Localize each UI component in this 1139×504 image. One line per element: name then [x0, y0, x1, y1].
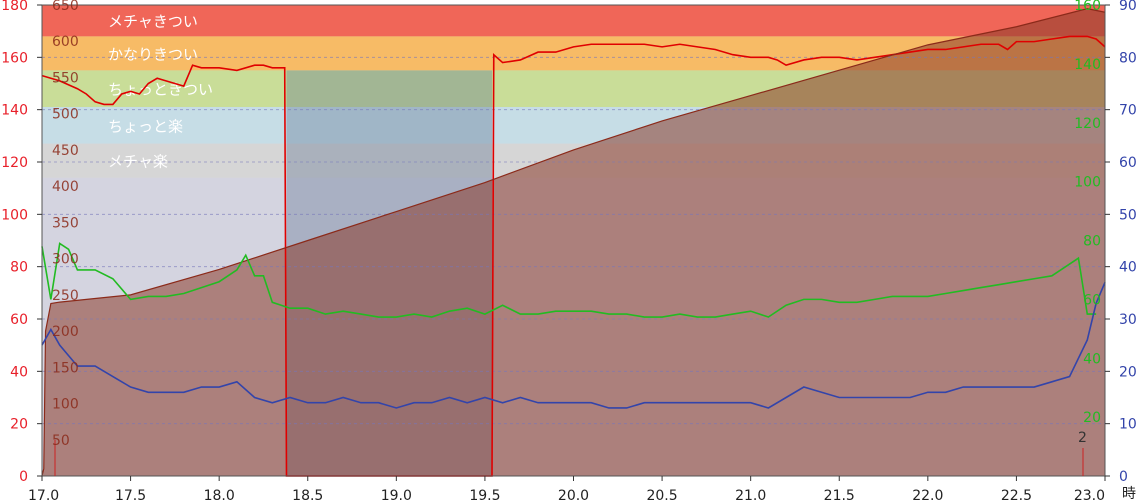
x-unit-label: 時 [1122, 486, 1136, 502]
left1-tick-label-6: 120 [1, 155, 28, 171]
right2-tick-label-0: 0 [1119, 469, 1128, 485]
x-tick-label-3: 18.5 [292, 488, 323, 504]
left1-tick-label-4: 80 [10, 260, 28, 276]
x-tick-label-10: 22.0 [912, 488, 943, 504]
left1-tick-label-0: 0 [19, 469, 28, 485]
left2-tick-label-3: 200 [52, 324, 79, 340]
series-line-3 [41, 282, 1106, 409]
left2-tick-label-4: 250 [52, 288, 79, 304]
right1-tick-label-0: 20 [1083, 410, 1101, 426]
left1-tick-label-8: 160 [1, 50, 28, 66]
right2-tick-label-9: 90 [1119, 0, 1137, 14]
left2-tick-label-6: 350 [52, 215, 79, 231]
left2-tick-label-0: 50 [52, 433, 70, 449]
right2-tick-label-7: 70 [1119, 103, 1137, 119]
zone-label-1: かなりきつい [108, 45, 198, 63]
cumulative-area [42, 8, 1105, 476]
left2-tick-label-7: 400 [52, 179, 79, 195]
right1-tick-label-5: 120 [1074, 116, 1101, 132]
right2-tick-label-8: 80 [1119, 50, 1137, 66]
left1-tick-label-2: 40 [10, 364, 28, 380]
zone-label-4: メチャ楽 [108, 153, 168, 171]
area-fills [42, 8, 1105, 477]
left2-tick-label-5: 300 [52, 252, 79, 268]
axes [37, 4, 1110, 481]
data-series [41, 8, 1106, 477]
left1-tick-label-1: 20 [10, 417, 28, 433]
left2-tick-label-2: 150 [52, 360, 79, 376]
series-line-0 [41, 35, 1106, 477]
x-tick-label-0: 17.0 [28, 488, 59, 504]
x-tick-label-1: 17.5 [115, 488, 146, 504]
right1-tick-label-1: 40 [1083, 351, 1101, 367]
left1-tick-label-9: 180 [1, 0, 28, 14]
zone-label-2: ちょっときつい [108, 81, 213, 99]
left1-tick-label-7: 140 [1, 103, 28, 119]
zone-label-0: メチャきつい [108, 13, 198, 31]
x-tick-label-4: 19.0 [381, 488, 412, 504]
right2-tick-label-1: 10 [1119, 417, 1137, 433]
x-tick-label-5: 19.5 [469, 488, 500, 504]
x-tick-label-12: 23.0 [1074, 488, 1105, 504]
left2-tick-label-10: 550 [52, 70, 79, 86]
x-tick-label-8: 21.0 [735, 488, 766, 504]
left2-tick-label-11: 600 [52, 34, 79, 50]
left1-tick-label-3: 60 [10, 312, 28, 328]
right2-tick-label-5: 50 [1119, 207, 1137, 223]
left2-tick-label-8: 450 [52, 143, 79, 159]
x-tick-label-7: 20.5 [646, 488, 677, 504]
right2-tick-label-4: 40 [1119, 260, 1137, 276]
series-line-1 [41, 8, 1106, 477]
x-tick-label-9: 21.5 [824, 488, 855, 504]
zone-band-0 [42, 5, 1105, 37]
left1-tick-label-5: 100 [1, 207, 28, 223]
x-tick-label-11: 22.5 [1001, 488, 1032, 504]
left2-tick-label-9: 500 [52, 107, 79, 123]
series-line-2 [41, 242, 1097, 318]
right1-tick-label-6: 140 [1074, 57, 1101, 73]
left2-tick-label-12: 650 [52, 0, 79, 14]
zone-label-3: ちょっと楽 [108, 117, 183, 135]
right2-tick-label-3: 30 [1119, 312, 1137, 328]
right1-tick-label-3: 80 [1083, 234, 1101, 250]
right1-tick-label-4: 100 [1074, 175, 1101, 191]
corner-label: 2 [1078, 430, 1087, 446]
x-tick-label-6: 20.0 [558, 488, 589, 504]
x-tick-label-2: 18.0 [204, 488, 235, 504]
right1-tick-label-2: 60 [1083, 292, 1101, 308]
left2-tick-label-1: 100 [52, 397, 79, 413]
right2-tick-label-2: 20 [1119, 364, 1137, 380]
right1-tick-label-7: 160 [1074, 0, 1101, 14]
right2-tick-label-6: 60 [1119, 155, 1137, 171]
